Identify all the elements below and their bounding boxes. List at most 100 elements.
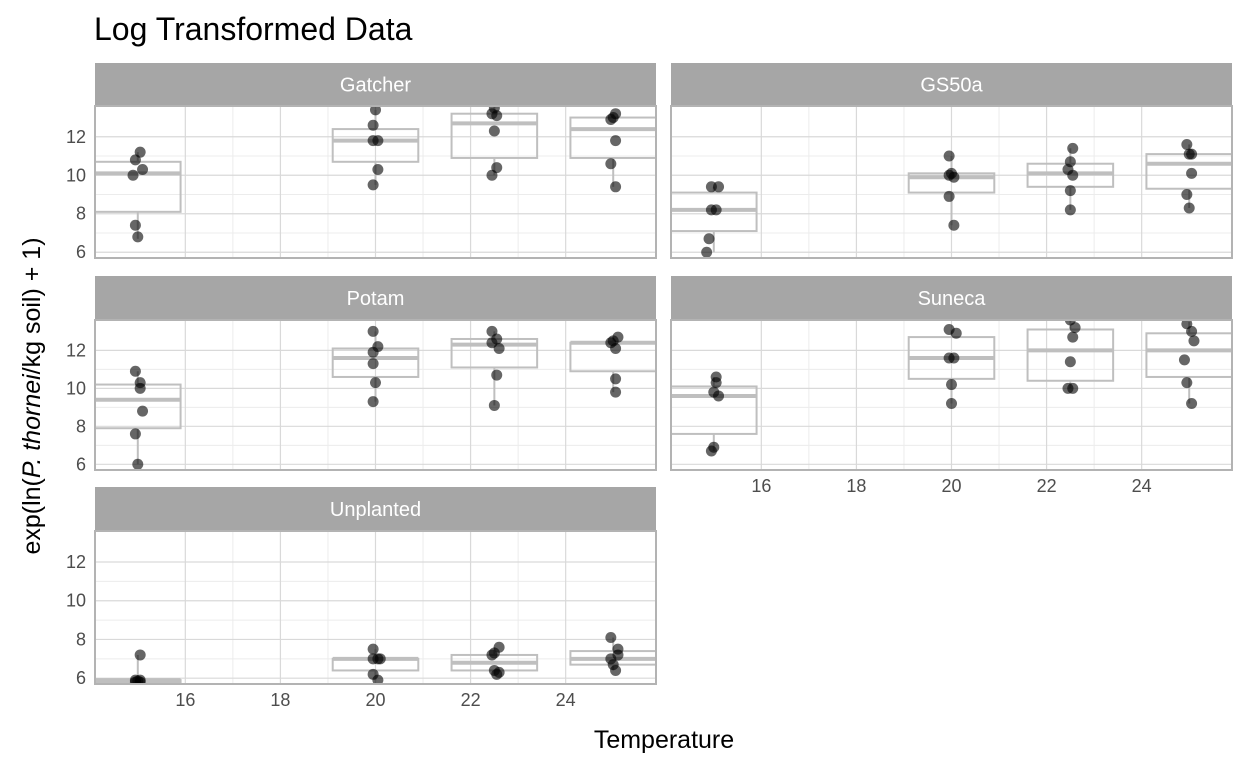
data-point [486,325,498,337]
y-tick-label: 8 [76,204,86,224]
data-point [367,396,379,408]
data-point [1181,138,1193,150]
data-point [1181,320,1193,330]
data-point [612,643,624,655]
data-point [132,675,144,684]
data-point [127,169,139,181]
x-tick-label: 20 [365,690,385,710]
y-tick-label: 12 [66,340,86,360]
x-tick-label: 24 [556,690,576,710]
data-point [948,219,960,231]
data-point [1183,202,1195,214]
data-point [134,649,146,661]
data-point [132,458,144,470]
y-axis-title-suffix: /kg soil) + 1) [18,237,46,374]
data-point [1064,185,1076,197]
y-tick-label: 6 [76,668,86,688]
facet-panel-unplanted: Unplanted 6 8 10 12 16 18 20 22 24 [66,487,657,710]
chart-title: Log Transformed Data [94,11,413,47]
data-point [946,398,957,410]
facet-strip [671,63,1232,106]
panel-data [671,138,1232,258]
y-tick-label: 8 [76,416,86,436]
data-point [129,428,141,440]
data-point [1181,189,1193,201]
y-tick-label: 10 [66,165,86,185]
data-point [1064,156,1076,168]
data-point [137,163,149,175]
x-axis-title: Temperature [594,726,734,754]
facet-panels: Gatcher 6 8 10 12 GS50a Potam 6 8 10 12 Suneca 16 18 2… [66,63,1233,710]
facet-panel-suneca: Suneca 16 18 20 22 24 [670,276,1233,496]
data-point [367,668,379,680]
x-tick-label: 16 [175,690,195,710]
data-point [488,106,500,114]
data-point [1064,356,1076,368]
data-point [493,641,505,653]
data-point [701,246,713,258]
x-tick-label: 20 [941,476,961,496]
facet-strip [95,487,656,531]
panel-data [95,106,656,243]
facet-strip-label: GS50a [920,75,983,97]
data-point [134,377,146,389]
data-point [1067,142,1079,154]
data-point [367,325,379,337]
facet-strip-label: Unplanted [330,499,421,521]
y-axis-title-prefix: exp(ln( [18,477,46,554]
data-point [946,167,957,179]
data-point [1181,377,1193,389]
data-point [370,377,381,389]
data-point [705,181,717,193]
data-point [372,163,384,175]
facet-strip [671,276,1232,320]
y-axis-title: exp(ln(P. thornei/kg soil) + 1) [18,237,46,554]
y-tick-label: 6 [76,242,86,262]
data-point [1067,382,1079,394]
panel-data [671,320,1232,457]
y-tick-label: 10 [66,591,86,611]
data-point [705,204,717,216]
data-point [1186,398,1198,410]
data-point [372,653,384,665]
x-tick-label: 22 [461,690,481,710]
data-point [943,323,955,335]
data-point [610,108,622,120]
panel-data [95,325,656,470]
data-point [367,179,379,191]
data-point [605,158,617,170]
data-point [493,666,505,678]
data-point [132,231,144,243]
data-point [708,386,720,398]
facet-strip-label: Gatcher [340,75,411,97]
data-point [488,125,500,137]
data-point [372,341,384,353]
data-point [610,135,622,147]
data-point [1178,354,1190,366]
data-point [129,365,141,377]
x-tick-label: 16 [751,476,771,496]
data-point [1186,167,1198,179]
data-point [1186,148,1198,160]
data-point [946,379,957,391]
y-tick-label: 12 [66,552,86,572]
data-point [367,358,379,370]
data-point [491,162,503,174]
data-point [610,373,622,385]
data-point [710,371,722,383]
data-point [1064,204,1076,216]
facet-panel-gatcher: Gatcher 6 8 10 12 [66,63,657,262]
x-tick-label: 18 [270,690,290,710]
data-point [610,181,622,193]
facet-panel-gs50a: GS50a [670,63,1233,259]
data-point [1188,335,1200,347]
facet-strip [95,276,656,320]
x-tick-label: 22 [1037,476,1057,496]
panel-border [94,530,657,685]
data-point [605,632,617,644]
data-point [948,352,960,364]
data-point [1067,331,1079,343]
data-point [1064,320,1076,326]
data-point [129,219,141,231]
